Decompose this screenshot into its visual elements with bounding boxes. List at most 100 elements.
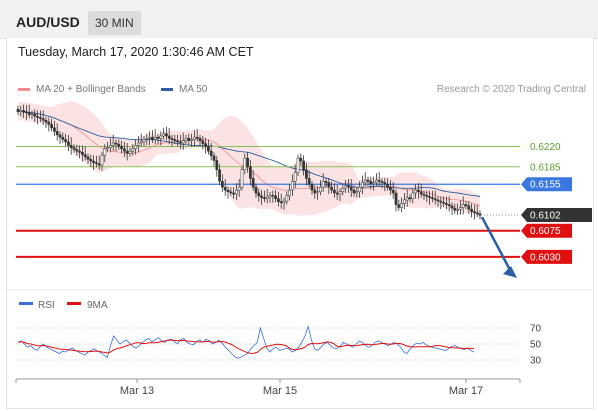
candle: [27, 112, 31, 115]
candle: [92, 160, 95, 163]
candle: [445, 203, 448, 205]
candle: [237, 186, 241, 191]
candle: [330, 186, 333, 191]
candle: [226, 189, 230, 193]
candle: [89, 159, 93, 162]
candle: [279, 201, 283, 204]
datetime-label: Tuesday, March 17, 2020 1:30:46 AM CET: [18, 45, 254, 59]
candle: [69, 145, 73, 148]
ma20-line: [17, 110, 481, 207]
candle: [235, 189, 238, 195]
candle: [347, 185, 350, 188]
candle: [195, 136, 199, 139]
candle: [139, 141, 143, 144]
candle: [36, 116, 39, 118]
legend-item-ma50: MA 50: [161, 84, 207, 95]
candle: [187, 138, 191, 141]
candle: [377, 179, 381, 182]
candle: [58, 134, 62, 138]
candle: [142, 139, 146, 143]
chart-panel: [6, 38, 594, 409]
candle: [391, 189, 395, 194]
candle: [349, 186, 353, 191]
timeframe-badge[interactable]: 30 MIN: [88, 11, 141, 35]
candle: [324, 181, 328, 183]
candle: [282, 200, 286, 204]
candle: [173, 139, 177, 141]
candle: [260, 195, 263, 198]
candle: [291, 181, 294, 191]
candle: [170, 138, 174, 140]
forecast-arrow: [480, 216, 512, 271]
candle: [288, 189, 291, 197]
candle: [450, 205, 454, 209]
candle: [64, 139, 67, 143]
candle: [145, 138, 149, 140]
legend-swatch: [18, 88, 30, 91]
candle: [442, 201, 445, 204]
candle: [341, 188, 345, 193]
candle: [428, 196, 431, 198]
rsi-tick-label: 70: [530, 324, 542, 335]
candle: [95, 162, 98, 165]
candle: [335, 192, 339, 195]
bollinger-band: [18, 101, 480, 217]
candle: [209, 150, 213, 157]
candle: [470, 208, 473, 212]
x-tick-label: Mar 17: [449, 385, 483, 397]
candle: [53, 127, 56, 132]
level-06102-label: 0.6102: [530, 211, 561, 222]
candle: [223, 186, 227, 191]
candle: [268, 195, 272, 198]
candle: [293, 172, 297, 182]
candle: [411, 192, 415, 200]
candle: [419, 191, 423, 195]
candle: [111, 142, 115, 146]
candle: [344, 185, 347, 189]
candle: [400, 203, 403, 208]
candle: [30, 113, 34, 115]
candle: [148, 136, 151, 139]
candle: [156, 136, 160, 139]
candle: [386, 183, 389, 188]
candle: [167, 135, 171, 139]
candle: [86, 156, 90, 160]
level-06102-badge: [521, 208, 592, 223]
rsi-tick-label: 50: [530, 340, 542, 351]
candle: [134, 145, 137, 150]
candle: [433, 198, 437, 201]
candle: [394, 192, 398, 205]
candle: [321, 181, 325, 188]
candle: [405, 197, 409, 201]
candle: [363, 179, 367, 183]
candles-group: [16, 104, 482, 220]
candle: [431, 197, 434, 200]
candle: [151, 136, 154, 140]
candle: [333, 189, 336, 194]
candle: [55, 131, 59, 136]
candle: [246, 157, 249, 168]
candle: [47, 121, 51, 125]
candle: [417, 189, 420, 193]
candle: [165, 133, 168, 137]
level-06185-label: 0.6185: [530, 162, 561, 173]
candle: [251, 178, 255, 188]
candle: [265, 196, 269, 200]
candle: [81, 152, 84, 155]
candle: [229, 191, 233, 194]
candle: [271, 195, 275, 197]
candle: [310, 183, 314, 191]
symbol-title: AUD/USD: [16, 14, 80, 30]
candle: [131, 148, 135, 152]
rsi-legend-swatch: [19, 302, 33, 305]
candle: [243, 157, 247, 170]
candle: [453, 207, 457, 211]
candle: [299, 157, 303, 162]
ma50-line: [17, 110, 481, 197]
candle: [285, 195, 289, 202]
candle: [204, 143, 207, 147]
candle: [327, 182, 331, 188]
candle: [201, 140, 205, 144]
candle: [179, 141, 182, 144]
candle: [221, 181, 224, 188]
